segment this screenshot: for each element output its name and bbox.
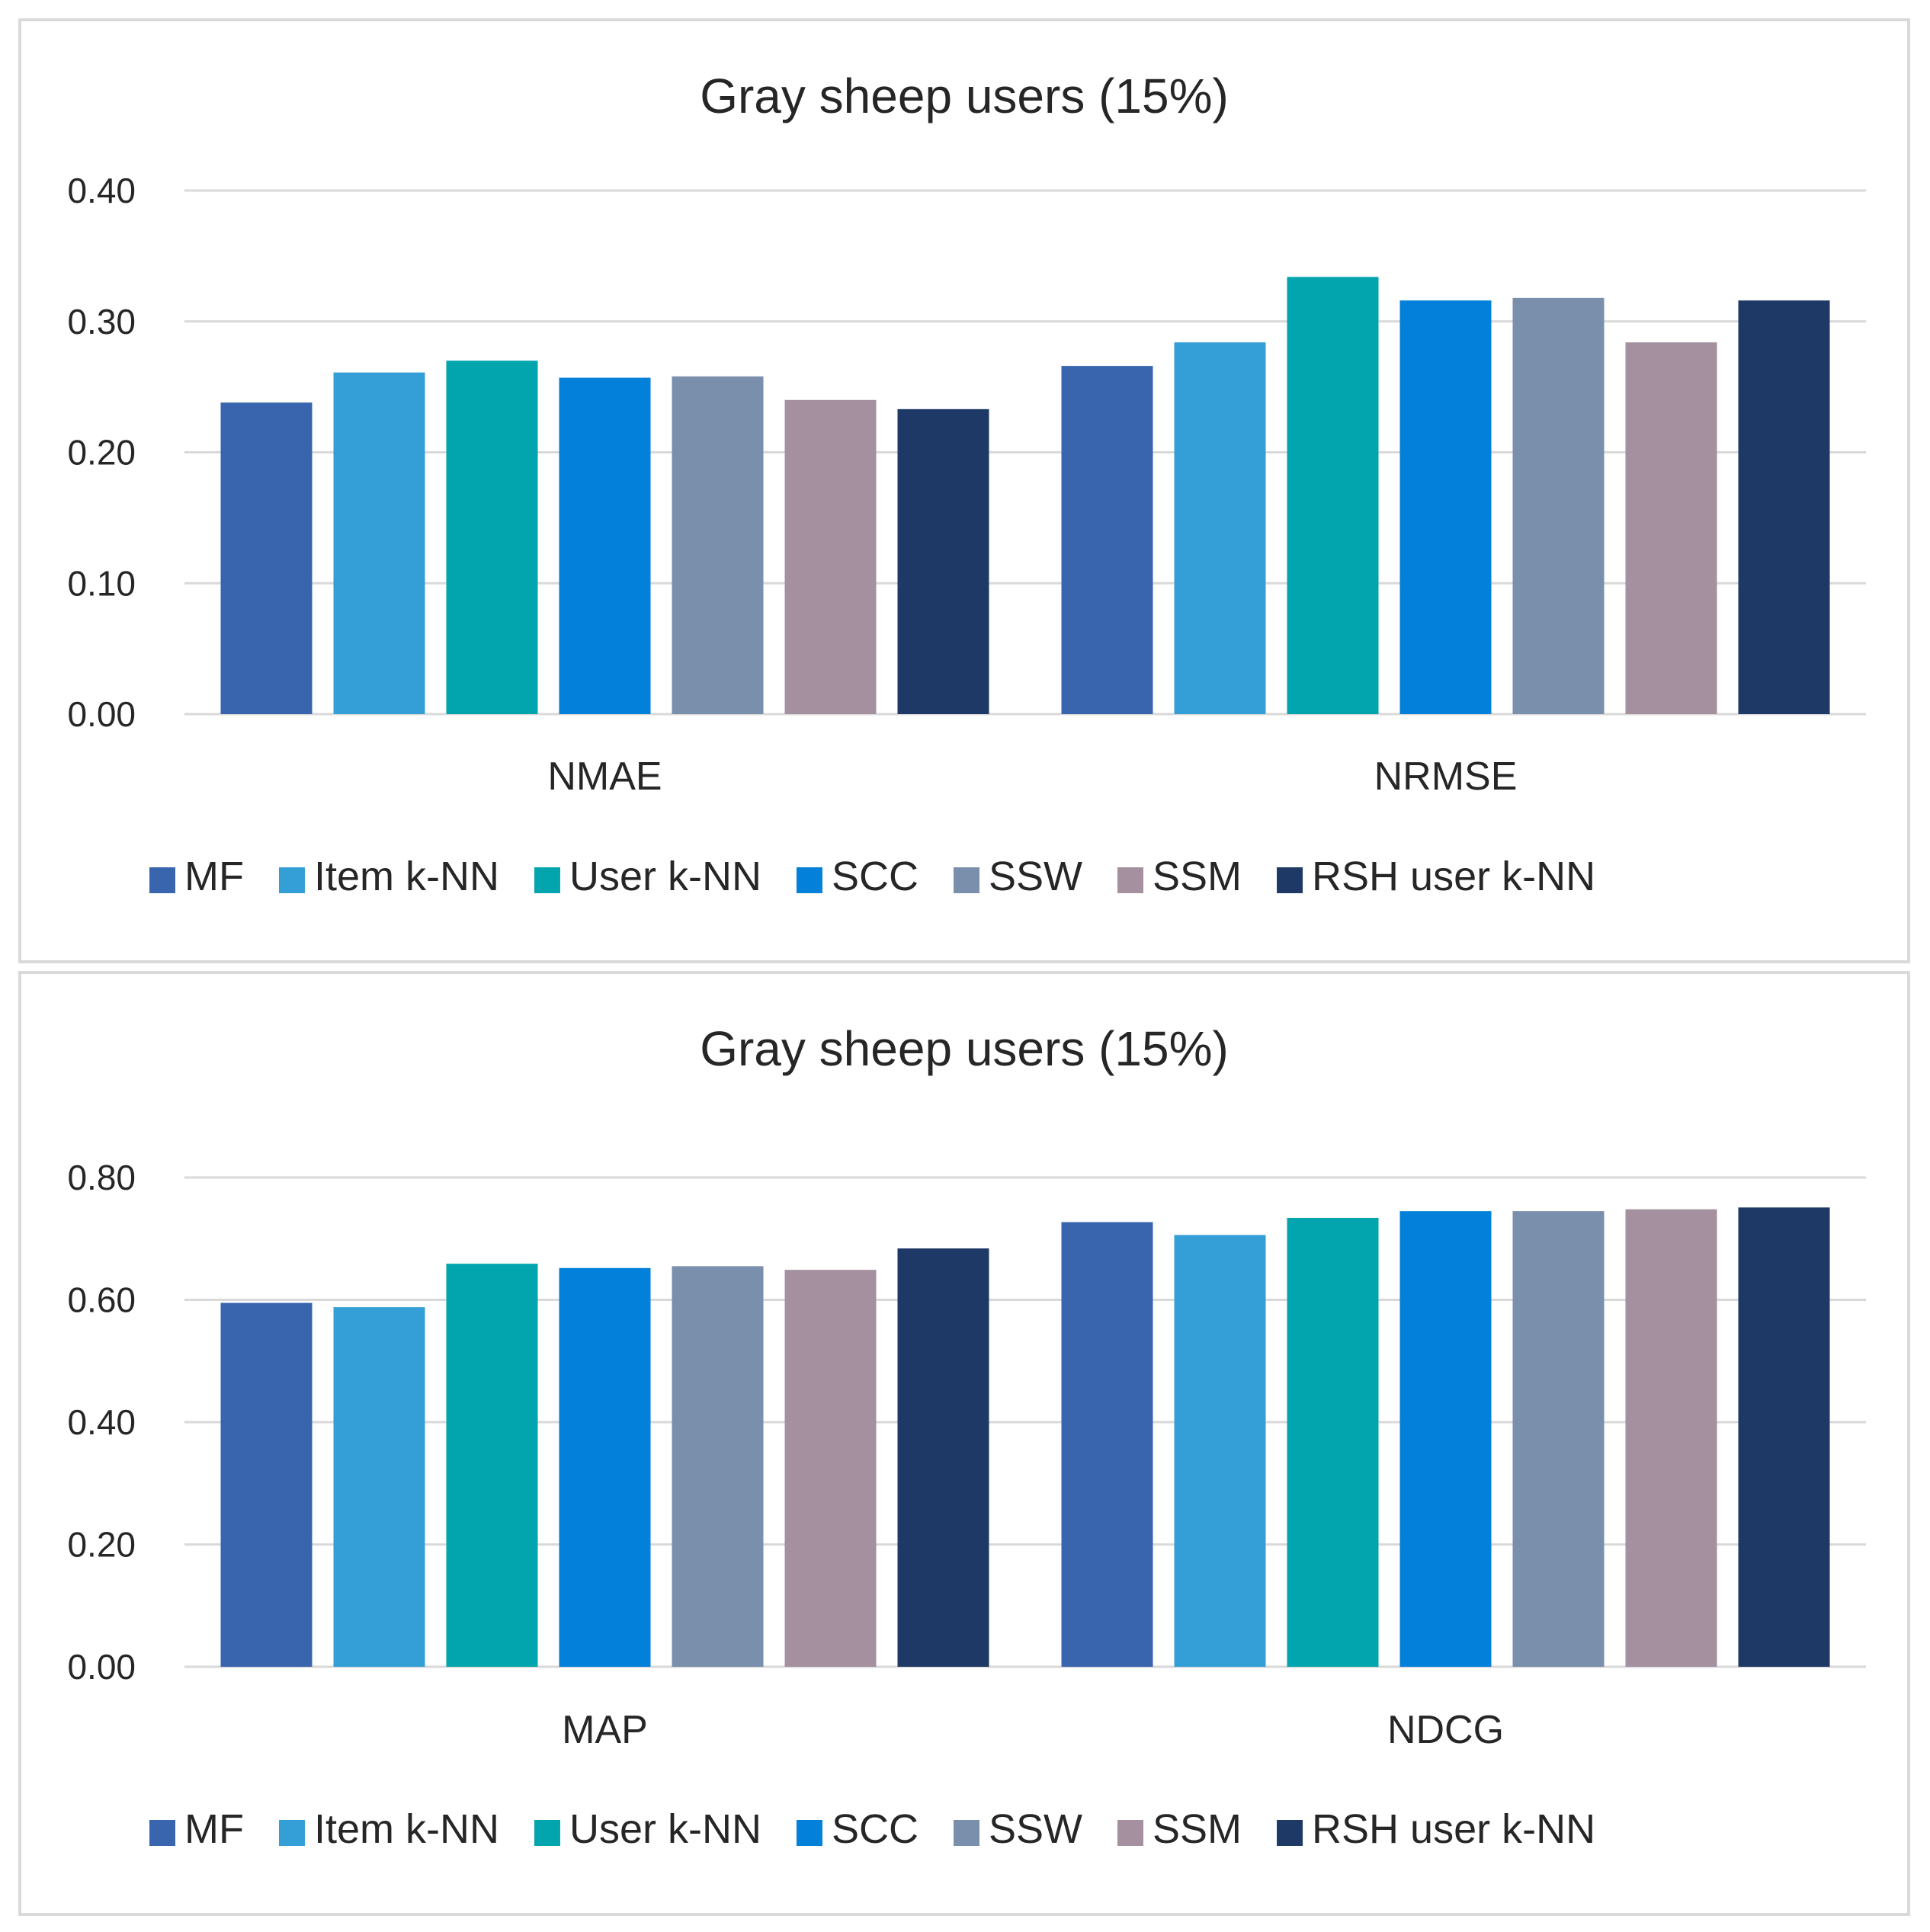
chart-panel-ranking-metrics: Gray sheep users (15%) 0.00 0.20 0.40 0.60 0.… [18,971,1910,1916]
bar-map-user-k-nn [446,1264,538,1667]
x-category-label: NDCG [1387,1708,1504,1752]
y-tick-label: 0.60 [67,1280,136,1320]
chart-title: Gray sheep users (15%) [700,1021,1229,1076]
legend-swatch [1277,1820,1303,1846]
legend-swatch [1117,867,1143,893]
legend-label: Item k-NN [314,854,499,899]
legend: MF Item k-NN User k-NN SCC SSW SSM RSH user k-… [149,1806,1595,1852]
bar-map-ssm [784,1270,877,1667]
y-tick-label: 0.20 [67,433,136,473]
bar-nrmse-user-k-nn [1287,277,1379,715]
bar-nrmse-scc [1399,300,1492,714]
chart-ranking-metrics: Gray sheep users (15%) 0.00 0.20 0.40 0.60 0.… [67,1021,1866,1852]
bar-map-item-k-nn [333,1307,425,1667]
legend-swatch [953,1820,979,1846]
legend-label: User k-NN [569,854,761,899]
bar-ndcg-item-k-nn [1174,1235,1266,1667]
y-tick-label: 0.40 [67,1402,136,1442]
legend-swatch [953,867,979,893]
legend-swatch [149,867,175,893]
bar-ndcg-rsh-user-k-nn [1738,1207,1830,1667]
legend-swatch [796,867,822,893]
legend-swatch [278,1820,305,1846]
y-tick-label: 0.00 [67,1647,136,1687]
legend-label: SSM [1153,854,1242,899]
legend-swatch [1117,1820,1143,1846]
y-tick-label: 0.30 [67,302,136,341]
legend-label: RSH user k-NN [1312,1806,1595,1852]
y-tick-label: 0.40 [67,171,136,210]
legend-label: SSW [989,1806,1082,1852]
legend-label: MF [184,1806,244,1852]
x-category-label: MAP [562,1708,648,1752]
bar-nrmse-item-k-nn [1174,342,1266,714]
bar-nmae-scc [559,377,651,714]
legend-label: SSW [989,854,1082,899]
legend: MF Item k-NN User k-NN SCC SSW SSM RSH user k-… [149,854,1595,899]
bar-map-mf [220,1302,313,1667]
y-tick-label: 0.10 [67,563,136,603]
legend-swatch [796,1820,822,1846]
bar-nrmse-ssm [1625,342,1717,714]
legend-label: MF [184,854,244,899]
x-category-label: NMAE [547,755,662,799]
legend-swatch [534,867,560,893]
bar-map-ssw [672,1266,764,1667]
bar-map-scc [559,1267,651,1667]
bar-map-rsh-user-k-nn [897,1248,989,1667]
chart-title: Gray sheep users (15%) [700,69,1229,123]
x-category-label: NRMSE [1374,755,1518,799]
bar-nmae-ssw [672,376,764,714]
bar-nmae-ssm [784,399,877,714]
bar-ndcg-scc [1399,1211,1492,1667]
legend-label: RSH user k-NN [1312,854,1595,899]
bar-nmae-item-k-nn [333,372,425,714]
bar-nmae-mf [220,402,313,714]
legend-swatch [149,1820,175,1846]
bar-nrmse-ssw [1512,297,1605,715]
legend-swatch [278,867,305,893]
bar-ndcg-user-k-nn [1287,1217,1379,1667]
chart-panel-error-metrics: Gray sheep users (15%) 0.00 0.10 0.20 0.30 0.… [18,18,1910,963]
y-tick-label: 0.20 [67,1525,136,1565]
legend-label: User k-NN [569,1806,761,1852]
y-tick-label: 0.80 [67,1158,136,1197]
legend-label: SCC [832,1806,919,1852]
legend-swatch [534,1820,560,1846]
legend-label: Item k-NN [314,1806,499,1852]
bar-ndcg-ssw [1512,1211,1605,1667]
legend-label: SSM [1153,1806,1242,1852]
legend-label: SCC [832,854,919,899]
chart-error-metrics: Gray sheep users (15%) 0.00 0.10 0.20 0.30 0.… [67,69,1866,899]
y-tick-label: 0.00 [67,694,136,734]
bar-ndcg-mf [1061,1222,1153,1667]
bar-nmae-user-k-nn [446,360,538,714]
bar-nrmse-rsh-user-k-nn [1738,300,1830,714]
legend-swatch [1277,867,1303,893]
bar-nmae-rsh-user-k-nn [897,409,989,714]
bar-nrmse-mf [1061,366,1153,714]
bar-ndcg-ssm [1625,1209,1717,1667]
